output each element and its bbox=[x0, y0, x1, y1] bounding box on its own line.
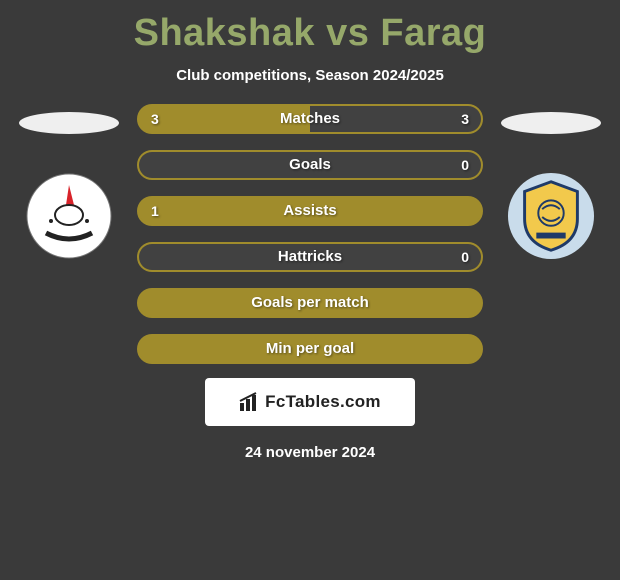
footer-date: 24 november 2024 bbox=[245, 444, 375, 461]
bars-icon bbox=[239, 392, 261, 412]
stat-label: Matches bbox=[139, 106, 481, 132]
comparison-row: 33Matches 0Goals 1Assists 0Hattricks Goals p… bbox=[0, 104, 620, 364]
stat-bar-goals: 0Goals bbox=[137, 150, 483, 180]
stat-label: Assists bbox=[139, 198, 481, 224]
subtitle: Club competitions, Season 2024/2025 bbox=[176, 67, 444, 84]
stat-bar-assists: 1Assists bbox=[137, 196, 483, 226]
page-title: Shakshak vs Farag bbox=[134, 12, 487, 55]
stat-label: Min per goal bbox=[139, 336, 481, 362]
left-player-col bbox=[19, 104, 119, 260]
club-enppi-icon bbox=[26, 173, 112, 259]
club-badge-right bbox=[507, 172, 595, 260]
stats-column: 33Matches 0Goals 1Assists 0Hattricks Goals p… bbox=[137, 104, 483, 364]
stat-label: Hattricks bbox=[139, 244, 481, 270]
stat-bar-goals-per-match: Goals per match bbox=[137, 288, 483, 318]
stat-label: Goals bbox=[139, 152, 481, 178]
brand-badge[interactable]: FcTables.com bbox=[205, 378, 415, 426]
stat-bar-matches: 33Matches bbox=[137, 104, 483, 134]
stat-bar-min-per-goal: Min per goal bbox=[137, 334, 483, 364]
player-photo-placeholder-left bbox=[19, 112, 119, 134]
right-player-col bbox=[501, 104, 601, 260]
stat-bar-hattricks: 0Hattricks bbox=[137, 242, 483, 272]
stat-label: Goals per match bbox=[139, 290, 481, 316]
player-photo-placeholder-right bbox=[501, 112, 601, 134]
club-badge-left bbox=[25, 172, 113, 260]
brand-text: FcTables.com bbox=[265, 392, 381, 412]
club-ismaily-icon bbox=[507, 171, 595, 261]
